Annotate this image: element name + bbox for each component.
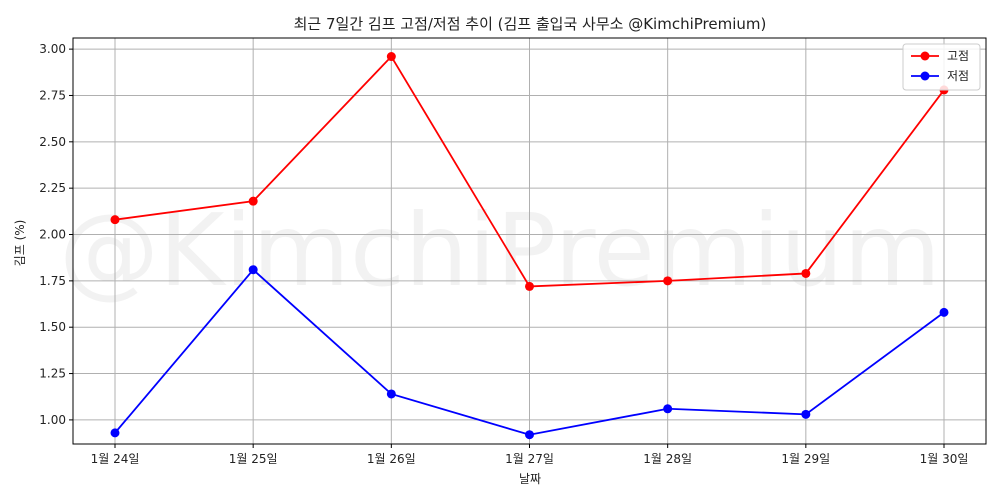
data-point — [525, 430, 534, 440]
legend-label: 고점 — [947, 49, 969, 63]
y-tick-label: 2.75 — [39, 88, 66, 102]
y-tick-label: 1.75 — [39, 274, 66, 288]
legend-label: 저점 — [947, 69, 969, 83]
x-tick-label: 1월 29일 — [781, 452, 830, 466]
x-tick-label: 1월 24일 — [91, 452, 140, 466]
legend-marker — [920, 51, 930, 61]
grid-lines — [73, 38, 986, 444]
x-tick-label: 1월 26일 — [367, 452, 416, 466]
data-point — [801, 409, 811, 419]
data-point — [248, 196, 258, 206]
data-point — [110, 428, 120, 438]
series-layer — [110, 52, 949, 440]
y-tick-label: 2.00 — [39, 228, 66, 242]
legend-item: 고점 — [911, 49, 969, 63]
data-point — [801, 268, 811, 278]
x-tick-label: 1월 30일 — [920, 452, 969, 466]
y-axis-label: 김프 (%) — [13, 220, 27, 267]
series-high — [110, 52, 949, 291]
legend-item: 저점 — [911, 69, 969, 83]
x-axis-label: 날짜 — [519, 472, 541, 486]
y-tick-label: 2.50 — [39, 135, 66, 149]
data-point — [386, 52, 396, 62]
y-tick-label: 1.50 — [39, 320, 66, 334]
y-axis: 1.00 1.25 1.50 1.75 2.00 2.25 2.50 2.75 3.00 — [39, 42, 73, 427]
y-tick-label: 1.25 — [39, 367, 66, 381]
y-tick-label: 2.25 — [39, 181, 66, 195]
data-point — [663, 404, 673, 414]
data-point — [663, 276, 673, 286]
x-axis: 1월 24일 1월 25일 1월 26일 1월 27일 1월 28일 1월 29일 1월 3… — [91, 444, 969, 466]
data-point — [525, 281, 534, 291]
data-point — [248, 265, 258, 275]
chart-title: 최근 7일간 김프 고점/저점 추이 (김프 출입국 사무소 @KimchiPr… — [294, 15, 767, 33]
watermark: @KimchiPremium — [59, 192, 941, 309]
series-low — [110, 265, 949, 440]
x-tick-label: 1월 25일 — [229, 452, 278, 466]
x-tick-label: 1월 28일 — [643, 452, 692, 466]
data-point — [939, 307, 949, 317]
y-tick-label: 1.00 — [39, 413, 66, 427]
x-tick-label: 1월 27일 — [505, 452, 554, 466]
legend-marker — [920, 71, 930, 81]
data-point — [386, 389, 396, 399]
data-point — [110, 215, 120, 225]
y-tick-label: 3.00 — [39, 42, 66, 56]
